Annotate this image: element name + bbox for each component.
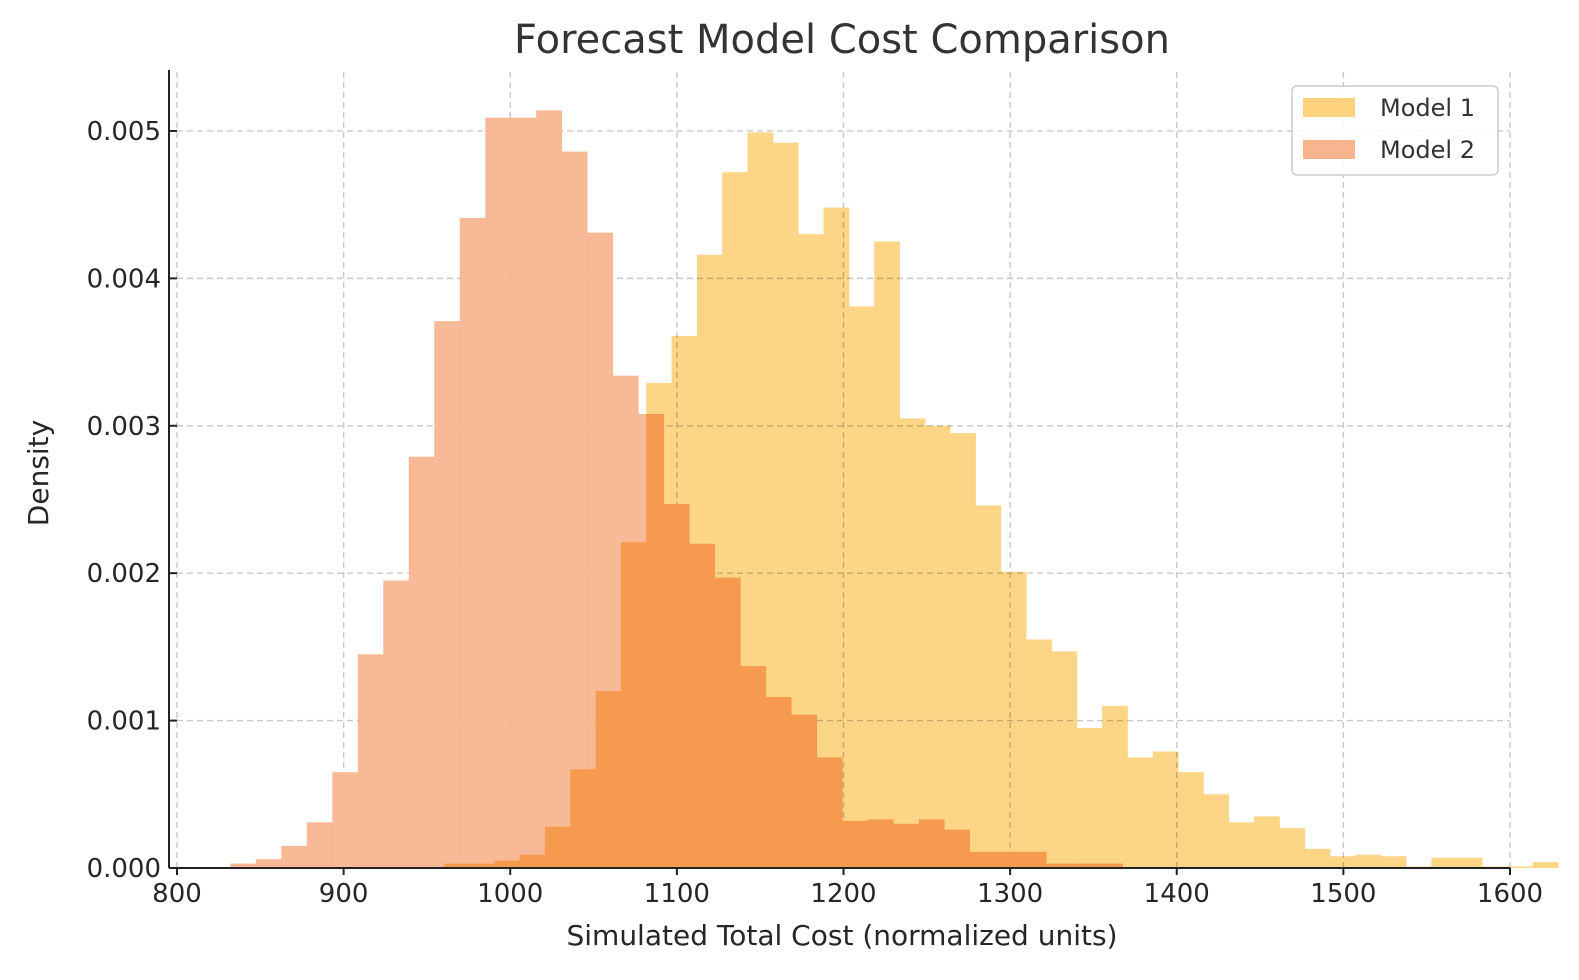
bar-model-1 (1228, 822, 1255, 868)
bar-model-1 (519, 854, 546, 868)
bar-model-1 (1431, 857, 1458, 868)
bar-model-1 (1000, 571, 1027, 868)
x-tick-label: 1200 (810, 879, 876, 909)
bar-model-2 (485, 117, 512, 869)
bar-model-1 (1178, 772, 1204, 868)
bar-model-1 (696, 254, 723, 869)
x-tick-label: 1500 (1310, 879, 1376, 909)
bar-model-1 (1203, 794, 1230, 868)
bar-model-1 (1051, 651, 1078, 868)
chart-title: Forecast Model Cost Comparison (514, 17, 1170, 63)
bar-model-1 (1330, 856, 1356, 868)
bar-model-1 (1304, 848, 1331, 868)
bar-model-2 (332, 772, 359, 868)
x-tick-label: 1400 (1144, 879, 1210, 909)
bar-model-1 (1152, 751, 1179, 868)
bar-model-1 (874, 241, 900, 868)
bar-model-1 (1127, 757, 1154, 868)
bar-model-1 (1380, 856, 1407, 868)
bar-model-1 (620, 542, 647, 868)
x-axis-label: Simulated Total Cost (normalized units) (566, 919, 1117, 952)
bar-model-2 (255, 859, 282, 868)
bar-model-1 (468, 863, 495, 868)
bar-model-2 (408, 456, 435, 868)
y-axis-label: Density (22, 420, 55, 526)
bar-model-1 (798, 234, 824, 869)
y-tick-label: 0.005 (87, 117, 161, 147)
bar-model-1 (924, 425, 951, 868)
bar-model-2 (459, 217, 486, 868)
bar-model-1 (747, 132, 774, 869)
x-tick-label: 1300 (977, 879, 1043, 909)
bar-model-1 (1026, 639, 1052, 868)
x-tick-label: 1100 (644, 879, 710, 909)
bar-model-1 (494, 860, 520, 868)
y-tick-label: 0.001 (87, 707, 161, 737)
bar-model-2 (434, 321, 461, 868)
bar-model-1 (1076, 727, 1103, 868)
bar-model-2 (306, 822, 333, 868)
bar-model-1 (1279, 828, 1306, 868)
legend-label-model-2: Model 2 (1380, 136, 1475, 164)
bar-model-2 (561, 151, 588, 869)
y-tick-label: 0.000 (87, 854, 161, 884)
bar-model-2 (230, 863, 257, 868)
legend: Model 1 Model 2 (1291, 85, 1499, 176)
x-tick-label: 1000 (477, 879, 543, 909)
y-tick-label: 0.003 (87, 412, 161, 442)
x-tick-label: 1600 (1477, 879, 1543, 909)
bar-model-1 (722, 172, 748, 868)
bar-model-1 (772, 142, 799, 868)
legend-label-model-1: Model 1 (1380, 94, 1475, 122)
x-tick-label: 900 (319, 879, 369, 909)
y-tick-label: 0.004 (87, 264, 161, 294)
y-tick-label: 0.002 (87, 559, 161, 589)
bar-model-2 (357, 654, 384, 868)
bar-model-1 (1355, 854, 1382, 868)
bar-model-1 (1456, 857, 1483, 868)
bar-model-1 (595, 691, 622, 868)
bar-model-2 (281, 845, 308, 868)
legend-swatch-model-1 (1303, 98, 1355, 117)
axes-layer (168, 70, 1510, 869)
x-tick-label: 800 (152, 879, 202, 909)
bar-model-1 (671, 335, 698, 868)
bar-model-2 (383, 580, 410, 868)
bar-model-1 (950, 433, 976, 868)
bar-model-1 (1102, 705, 1128, 868)
bar-model-1 (975, 505, 1002, 868)
bar-model-1 (848, 306, 875, 868)
bar-model-1 (646, 383, 672, 868)
bars-model-1 (443, 132, 1559, 869)
bar-model-1 (1254, 816, 1280, 868)
bar-model-2 (536, 110, 563, 868)
bar-model-1 (570, 769, 596, 868)
bar-model-1 (823, 207, 850, 869)
bar-model-2 (510, 117, 537, 869)
bar-model-1 (544, 826, 571, 868)
bar-model-1 (1532, 862, 1559, 868)
bar-model-1 (1507, 866, 1534, 868)
legend-swatch-model-2 (1303, 140, 1355, 159)
bar-model-1 (899, 418, 926, 868)
ticks-layer: 800 900 1000 1100 1200 1300 1400 1500 1600 0.000 0… (87, 117, 1544, 909)
bar-model-1 (443, 863, 470, 868)
